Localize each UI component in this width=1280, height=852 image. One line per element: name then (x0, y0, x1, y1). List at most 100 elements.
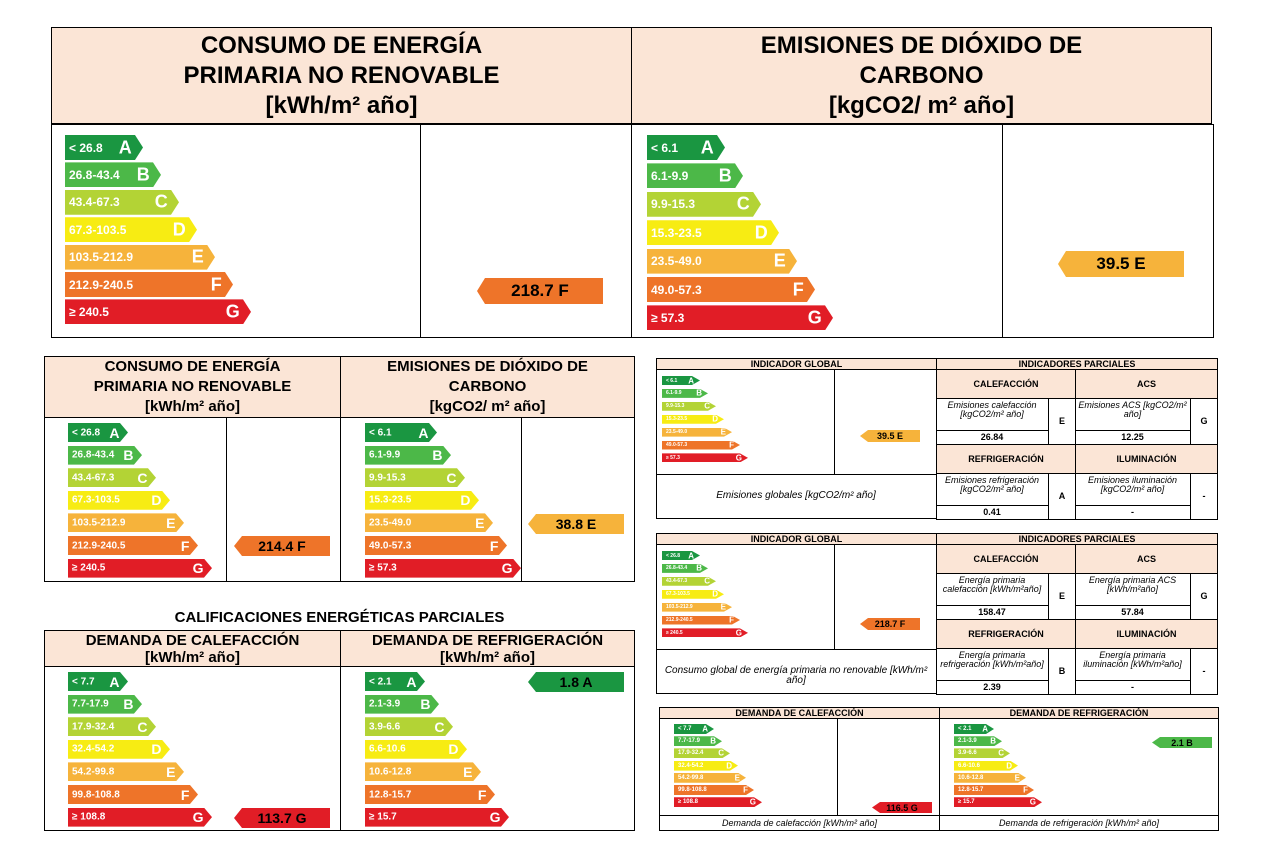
right-demand-cooling-scale-range-g: ≥ 15.7 (958, 799, 975, 806)
mid-co2-scale-bar-e: 23.5-49.0 E (365, 513, 493, 532)
mid-co2-scale-letter-a: A (418, 424, 429, 441)
partial-heating-indicator-value: 113.7 G (257, 810, 307, 826)
mid-co2-scale-letter-f: F (489, 537, 499, 554)
partial-heating-scale-letter-d: D (151, 741, 162, 758)
top-co2-indicator-value: 39.5 E (1096, 254, 1146, 273)
mid-co2-body (340, 417, 635, 582)
mid-co2-header: EMISIONES DE DIÓXIDO DE CARBONO [kgCO2/ … (340, 356, 635, 418)
mid-co2-scale-letter-e: E (475, 514, 485, 531)
top-energy-scale-bar-e: 103.5-212.9 E (65, 245, 215, 270)
right_energy-scale-letter-d: D (712, 589, 718, 599)
mid-energy-scale-letter-d: D (151, 492, 162, 509)
partial-cooling-scale-bar-g: ≥ 15.7 G (365, 808, 509, 827)
right_co2-lighting-header: ILUMINACIÓN (1075, 444, 1218, 474)
right-demand-heating-scale-range-f: 99.8-108.8 (678, 787, 707, 793)
mid-energy-title-3: [kWh/m² año] (145, 398, 240, 415)
right_co2-lighting-label: Emisiones iluminación [kgCO2/m² año] (1087, 475, 1178, 494)
right_energy-heating-vsplit (1048, 573, 1049, 620)
right_energy-acs-letter: G (1200, 591, 1208, 601)
right_energy-scale-letter-e: E (720, 602, 726, 612)
mid-co2-title-1: EMISIONES DE DIÓXIDO DE (387, 358, 588, 375)
top-co2-scale-letter-d: D (754, 222, 768, 243)
partial-cooling-scale-letter-e: E (463, 763, 473, 780)
right-demand-heating-scale-bar-f: 99.8-108.8 F (674, 785, 754, 795)
right_co2-indicator: 39.5 E (860, 430, 920, 442)
right-demand-heating-indicator-arrow: 116.5 G (872, 802, 932, 813)
right_co2-heating-letter: E (1058, 416, 1065, 426)
right_co2-lighting-hsplit (1075, 505, 1190, 506)
right_co2-scale-bar-e: 23.5-49.0 E (662, 428, 732, 437)
right-demand-cooling-scale-letter-d: D (1006, 761, 1012, 771)
top-energy-scale-letter-a: A (118, 137, 132, 157)
top-co2-header: EMISIONES DE DIÓXIDO DE CARBONO [kgCO2/ … (631, 27, 1212, 124)
right_co2-global-label: Emisiones globales [kgCO2/m² año] (716, 490, 876, 501)
top-co2-scale-letter-b: B (718, 165, 732, 186)
partial-cooling-scale-letter-g: G (489, 809, 501, 826)
right_energy-indicator-value: 218.7 F (874, 619, 906, 629)
right-demand-heating-scale-letter-a: A (702, 724, 708, 734)
mid-co2-scale-range-b: 6.1-9.9 (369, 449, 401, 461)
mid-co2-title-2: CARBONO (448, 378, 527, 395)
top-co2-scale-bar-e: 23.5-49.0 E (647, 249, 797, 274)
top-energy-title-2: PRIMARIA NO RENOVABLE (183, 61, 500, 89)
right_co2-scale-bar-a: < 6.1 A (662, 376, 700, 385)
right_energy-heating-header: CALEFACCIÓN (936, 544, 1076, 574)
right_co2-heating-hsplit (936, 430, 1048, 431)
right_co2-lighting-letter: - (1202, 491, 1206, 501)
partial-heating-title-1: DEMANDA DE CALEFACCIÓN (85, 631, 300, 649)
right_co2-global-split (834, 369, 835, 475)
top-co2-scale-letter-e: E (773, 250, 786, 271)
partial-heating-scale-range-b: 7.7-17.9 (72, 698, 109, 710)
right_co2-lighting-cell (1075, 473, 1218, 520)
right_co2-scale-bar-f: 49.0-57.3 F (662, 441, 740, 450)
top-co2-scale-range-c: 9.9-15.3 (651, 197, 696, 212)
right_energy-scale-letter-a: A (688, 551, 694, 560)
right-demand-cooling-scale-bar-b: 2.1-3.9 B (954, 736, 1002, 746)
top-co2-scale-bar-b: 6.1-9.9 B (647, 163, 743, 188)
right_energy-scale-bar-g: ≥ 240.5 G (662, 628, 748, 637)
right_co2-scale-range-g: ≥ 57.3 (666, 454, 680, 461)
top-energy-scale-range-b: 26.8-43.4 (69, 167, 120, 182)
mid-co2-scale-bar-b: 6.1-9.9 B (365, 446, 451, 465)
right-demand-cooling-scale-bar-c: 3.9-6.6 C (954, 748, 1010, 758)
partial-heating-scale-range-d: 32.4-54.2 (72, 743, 115, 755)
top-energy-indicator-arrow: 218.7 F (477, 278, 603, 304)
top-energy-scale-letter-f: F (210, 274, 222, 294)
partial-cooling-scale-range-f: 12.8-15.7 (369, 789, 412, 800)
partial-cooling-scale-letter-d: D (448, 741, 459, 758)
right-demand-cooling-scale-bar-f: 12.8-15.7 F (954, 785, 1034, 795)
right_co2-cooling-hsplit (936, 505, 1048, 506)
right_co2-scale-range-f: 49.0-57.3 (666, 442, 688, 448)
partial-cooling-scale-letter-a: A (406, 673, 417, 690)
right_energy-indicator: 218.7 F (860, 618, 920, 630)
right_co2-scale-letter-a: A (688, 376, 694, 385)
right_co2-scale-letter-f: F (729, 440, 734, 450)
right_co2-heating-label: Emisiones calefacción [kgCO2/m² año] (947, 400, 1037, 419)
right-demand-cooling-indicator-arrow: 2.1 B (1152, 737, 1212, 748)
partial-cooling-indicator-arrow: 1.8 A (528, 672, 624, 692)
mid-co2-indicator-value: 38.8 E (555, 516, 597, 532)
partial-cooling-scale-letter-f: F (477, 786, 487, 803)
right_co2-acs-hsplit (1075, 430, 1190, 431)
mid-co2-scale-bar-c: 9.9-15.3 C (365, 468, 465, 487)
right-demand-cooling-footer (939, 815, 1219, 831)
partial-cooling-title-2: [kWh/m² año] (440, 648, 535, 666)
right_co2-heating-vsplit (1048, 398, 1049, 445)
right_energy-scale-range-d: 67.3-103.5 (666, 591, 690, 598)
partial-cooling-header: DEMANDA DE REFRIGERACIÓN [kWh/m² año] (340, 630, 635, 667)
partial-heating-scale-bar-g: ≥ 108.8 G (68, 808, 212, 827)
mid-energy-scale-bar-b: 26.8-43.4 B (68, 446, 142, 465)
partial-cooling-scale-range-b: 2.1-3.9 (369, 698, 401, 710)
right_energy-acs-label: Energía primaria ACS [kWh/m²año] (1088, 575, 1177, 594)
top-energy-scale-range-e: 103.5-212.9 (69, 250, 134, 265)
right_co2-scale-range-c: 9.9-15.3 (666, 403, 685, 410)
partial-heating-scale-letter-b: B (123, 696, 134, 713)
partial-heating-scale-range-g: ≥ 108.8 (72, 811, 106, 823)
right-demand-cooling-scale-letter-f: F (1023, 785, 1028, 795)
right_co2-scale-range-a: < 6.1 (666, 377, 678, 384)
top-co2-scale-bar-a: < 6.1 A (647, 135, 725, 160)
partial-heating-scale-bar-e: 54.2-99.8 E (68, 762, 184, 781)
right-demand-heating-scale-letter-c: C (718, 748, 724, 758)
right_co2-scale-bar-d: 15.3-23.5 D (662, 415, 724, 424)
right_energy-heating-hsplit (936, 605, 1048, 606)
